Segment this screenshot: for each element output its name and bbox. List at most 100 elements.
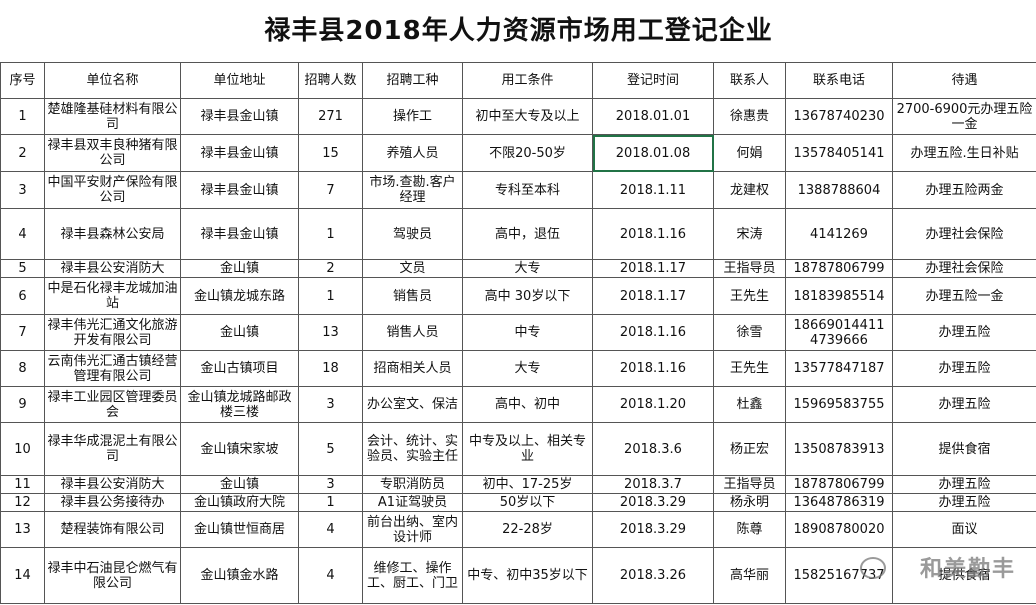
cell-text: 办理社会保险 [925, 261, 1004, 276]
table-cell: 2018.3.6 [592, 422, 714, 476]
cell-text: 18669014411 4739666 [793, 317, 885, 348]
table-cell: 提供食宿 [891, 422, 1036, 476]
cell-text: 2018.01.01 [615, 109, 691, 124]
header-text: 联系人 [729, 73, 769, 88]
cell-text: 高中 30岁以下 [484, 288, 571, 304]
cell-text: 楚雄隆基硅材料有限公司 [47, 101, 178, 132]
cell-text: 5 [18, 261, 27, 276]
table-cell: 初中、17-25岁 [462, 475, 593, 494]
watermark-icon [860, 557, 886, 579]
cell-text: 禄丰县双丰良种猪有限公司 [47, 138, 178, 168]
table-cell: 2018.3.29 [592, 493, 714, 512]
cell-text: 2018.1.17 [619, 261, 687, 276]
cell-text: 中专及以上、相关专业 [468, 434, 586, 464]
cell-text: 大专 [514, 261, 541, 276]
cell-text: 13648786319 [793, 495, 885, 510]
table-cell: 高中，退伍 [462, 208, 593, 260]
table-cell: 3 [0, 171, 45, 209]
cell-text: 15 [322, 145, 339, 161]
header-cell: 序号 [0, 62, 45, 99]
cell-text: 金山古镇项目 [200, 361, 279, 376]
table-cell: 禄丰县金山镇 [180, 171, 299, 209]
table-cell: 驾驶员 [362, 208, 463, 260]
table-cell: 禄丰县公安消防大 [44, 475, 181, 494]
cell-text: 金山镇 [219, 325, 259, 340]
header-cell: 招聘人数 [298, 62, 363, 99]
header-text: 待遇 [951, 73, 978, 88]
table-cell: 办理五险 [891, 386, 1036, 423]
cell-text: 云南伟光汇通古镇经营管理有限公司 [47, 353, 178, 384]
table-cell: 8 [0, 350, 45, 387]
table-cell: 杜鑫 [713, 386, 786, 423]
cell-text: 王先生 [729, 288, 769, 304]
table-cell: 市场.查勘.客户经理 [362, 171, 463, 209]
table-row: 1 楚雄隆基硅材料有限公司 禄丰县金山镇 271 操作工 初中至大专及以上 2018.01.… [0, 98, 1036, 135]
cell-text: 办理五险 [938, 477, 991, 492]
table-cell: 1 [298, 493, 363, 512]
table-row: 5 禄丰县公安消防大 金山镇 2 文员 大专 2018.1.17 王指导员 1878780679… [0, 259, 1036, 278]
cell-text: 金山镇 [219, 261, 259, 276]
table-cell: 50岁以下 [462, 493, 593, 512]
header-text: 序号 [9, 73, 36, 88]
cell-text: 271 [318, 109, 343, 124]
cell-text: 龙建权 [729, 182, 769, 198]
table-cell: 禄丰中石油昆仑燃气有限公司 [44, 547, 181, 604]
cell-text: 22-28岁 [502, 522, 553, 537]
table-cell: 王指导员 [713, 259, 786, 278]
table-cell: 金山镇龙城东路 [180, 277, 299, 315]
table-cell: 中专 [462, 314, 593, 351]
header-text: 招聘人数 [304, 73, 357, 88]
cell-text: 提供食宿 [938, 568, 991, 583]
cell-text: 13 [14, 522, 31, 537]
table-cell: 办理社会保险 [891, 208, 1036, 260]
table-cell: 金山镇政府大院 [180, 493, 299, 512]
table-cell: 陈尊 [713, 511, 786, 548]
cell-text: 7 [326, 182, 335, 198]
table-cell: 金山镇 [180, 475, 299, 494]
table-cell: 3 [298, 386, 363, 423]
table-cell: 1 [0, 98, 45, 135]
cell-text: 2018.1.16 [619, 325, 687, 340]
cell-text: 4 [326, 522, 335, 537]
table-cell: 4 [298, 547, 363, 604]
cell-text: 办理五险 [938, 495, 991, 510]
cell-text: 中专 [514, 325, 541, 340]
table-cell: 禄丰县金山镇 [180, 134, 299, 172]
table-cell: 金山镇 [180, 259, 299, 278]
table-cell: 中是石化禄丰龙城加油站 [44, 277, 181, 315]
cell-text: 4141269 [810, 226, 868, 242]
cell-text: 1 [326, 288, 335, 304]
header-cell: 登记时间 [592, 62, 714, 99]
cell-text: 市场.查勘.客户经理 [369, 175, 456, 205]
table-row: 12 禄丰县公务接待办 金山镇政府大院 1 A1证驾驶员 50岁以下 2018.3.29 杨永… [0, 493, 1036, 512]
table-cell: 18 [298, 350, 363, 387]
table-cell: 5 [0, 259, 45, 278]
cell-text: 2018.3.7 [624, 477, 682, 492]
table-cell: 2018.1.11 [592, 171, 714, 209]
cell-text: 文员 [399, 261, 426, 276]
cell-text: 金山镇宋家坡 [200, 441, 279, 457]
table-cell: 办理五险一金 [891, 277, 1036, 315]
table-row: 11 禄丰县公安消防大 金山镇 3 专职消防员 初中、17-25岁 2018.3.7 王指导员… [0, 475, 1036, 494]
table-cell: 杨正宏 [713, 422, 786, 476]
table-cell: 办理五险两金 [891, 171, 1036, 209]
table-cell: 2018.1.17 [592, 259, 714, 278]
table-cell: 会计、统计、实验员、实验主任 [362, 422, 463, 476]
table-cell: 专科至本科 [462, 171, 593, 209]
header-cell: 待遇 [891, 62, 1036, 99]
table-cell: 2018.1.16 [592, 314, 714, 351]
cell-text: 杨永明 [729, 495, 769, 510]
table-cell: 云南伟光汇通古镇经营管理有限公司 [44, 350, 181, 387]
table-cell: 金山镇金水路 [180, 547, 299, 604]
table-cell: 2018.3.29 [592, 511, 714, 548]
cell-text: 2018.01.08 [615, 145, 691, 161]
table-cell: 金山古镇项目 [180, 350, 299, 387]
cell-text: 高华丽 [729, 568, 769, 583]
table-cell: 销售员 [362, 277, 463, 315]
table-row: 9 禄丰工业园区管理委员会 金山镇龙城路邮政楼三楼 3 办公室文、保洁 高中、初中 2018… [0, 386, 1036, 423]
table-row: 8 云南伟光汇通古镇经营管理有限公司 金山古镇项目 18 招商相关人员 大专 2018.1.… [0, 350, 1036, 387]
table-cell: 2700-6900元办理五险一金 [891, 98, 1036, 135]
cell-text: 2700-6900元办理五险一金 [896, 101, 1033, 132]
table-cell: 271 [298, 98, 363, 135]
